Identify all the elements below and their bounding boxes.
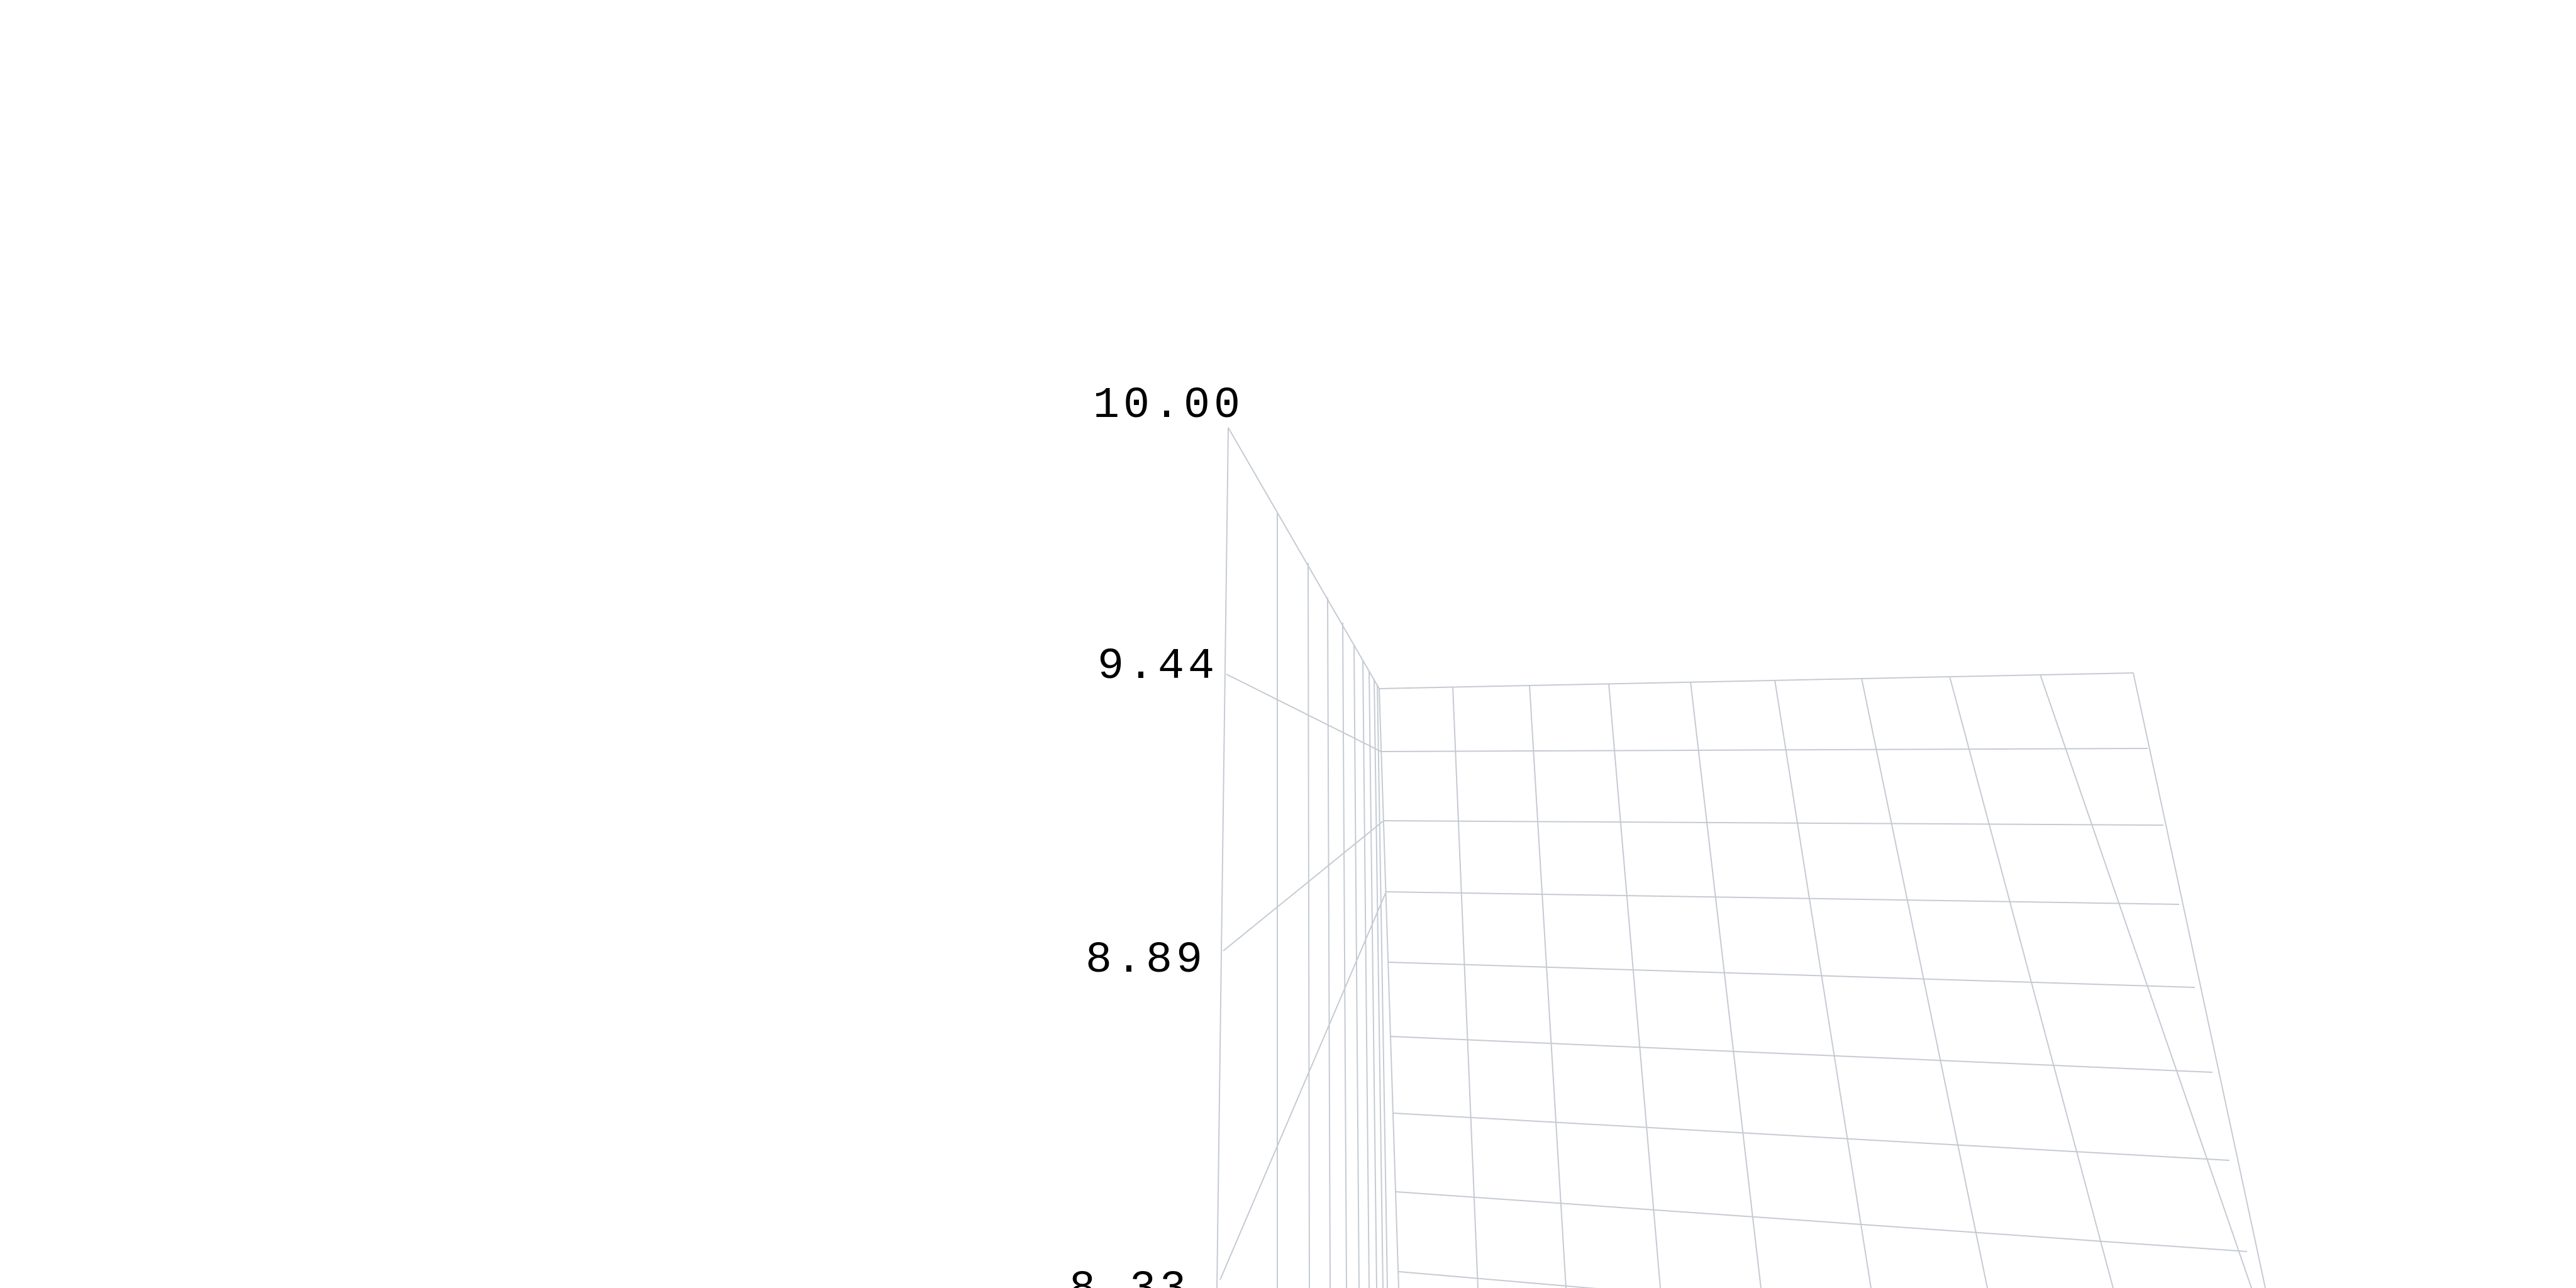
- z-axis-tick-label: 9.44: [1097, 642, 1218, 692]
- back-wall-grid-line: [1342, 622, 1347, 1288]
- back-wall-grid-line: [1353, 644, 1360, 1288]
- floor-grid-row: [1391, 1036, 2213, 1073]
- z-tick-connector: [1226, 674, 1382, 752]
- floor-grid-row: [1393, 1113, 2230, 1161]
- grid-layer: [1216, 427, 2266, 1288]
- back-wall-grid-line: [1307, 562, 1310, 1288]
- z-axis-tick-label: 8.89: [1085, 936, 1206, 985]
- floor-grid-row: [1383, 820, 2164, 826]
- floor-grid-row: [1379, 672, 2134, 689]
- floor-grid-column: [1608, 683, 1661, 1288]
- floor-grid-column: [1774, 679, 1872, 1288]
- z-tick-connector: [1223, 820, 1384, 952]
- floor-grid-column: [1949, 676, 2114, 1288]
- z-axis-tick-label: 8.33: [1069, 1265, 1190, 1288]
- back-wall-grid-line: [1377, 684, 1388, 1288]
- z-axis-line: [1216, 427, 1229, 1288]
- z-axis-tick-label: 10.00: [1093, 381, 1244, 431]
- back-wall-grid-line: [1362, 660, 1370, 1288]
- floor-grid-column: [1861, 677, 1988, 1288]
- floor-grid-row: [1388, 962, 2196, 988]
- floor-grid-row: [1398, 1271, 1597, 1288]
- z-tick-connector: [1219, 891, 1387, 1280]
- back-wall-grid-line: [1368, 671, 1377, 1288]
- floor-grid-row: [1380, 748, 2148, 752]
- floor-grid-column: [2040, 674, 2252, 1288]
- z-axis-tick-labels: 10.00 9.44 8.89 8.33: [1069, 381, 1244, 1288]
- floor-grid-row: [1396, 1191, 2248, 1252]
- floor-grid-column: [1379, 688, 1399, 1288]
- back-wall-grid-line: [1327, 597, 1331, 1288]
- floor-grid-row: [1385, 891, 2180, 905]
- back-wall-grid-line: [1374, 679, 1384, 1288]
- floor-grid-column: [2133, 672, 2266, 1288]
- floor-grid-column: [1529, 685, 1567, 1288]
- floor-grid-column: [1452, 687, 1479, 1288]
- back-wall-top-edge: [1228, 427, 1380, 689]
- floor-grid-column: [1690, 681, 1762, 1288]
